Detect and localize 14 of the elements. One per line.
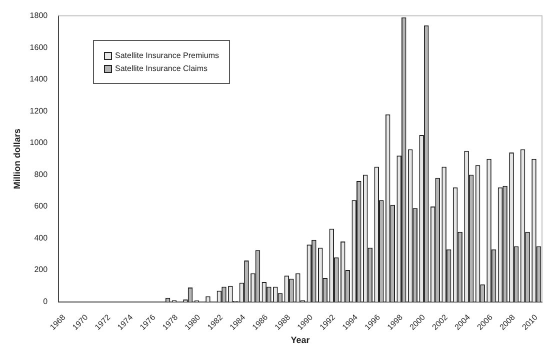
y-tick-label: 400 bbox=[34, 233, 48, 242]
y-tick-label: 1200 bbox=[30, 106, 48, 116]
y-tick-label: 1600 bbox=[30, 42, 48, 52]
y-tick-label: 1400 bbox=[30, 74, 48, 84]
y-tick-label: 800 bbox=[34, 170, 48, 179]
y-axis-title: Million dollars bbox=[12, 128, 22, 190]
y-tick-label: 1800 bbox=[30, 11, 48, 20]
y-tick-label: 200 bbox=[34, 265, 48, 274]
legend-label: Satellite Insurance Premiums bbox=[115, 51, 220, 60]
y-tick-label: 600 bbox=[34, 202, 48, 211]
y-tick-label: 1000 bbox=[30, 138, 48, 148]
y-tick-label: 0 bbox=[43, 297, 48, 306]
x-axis-title: Year bbox=[290, 335, 310, 346]
legend-label: Satellite Insurance Claims bbox=[115, 64, 208, 73]
